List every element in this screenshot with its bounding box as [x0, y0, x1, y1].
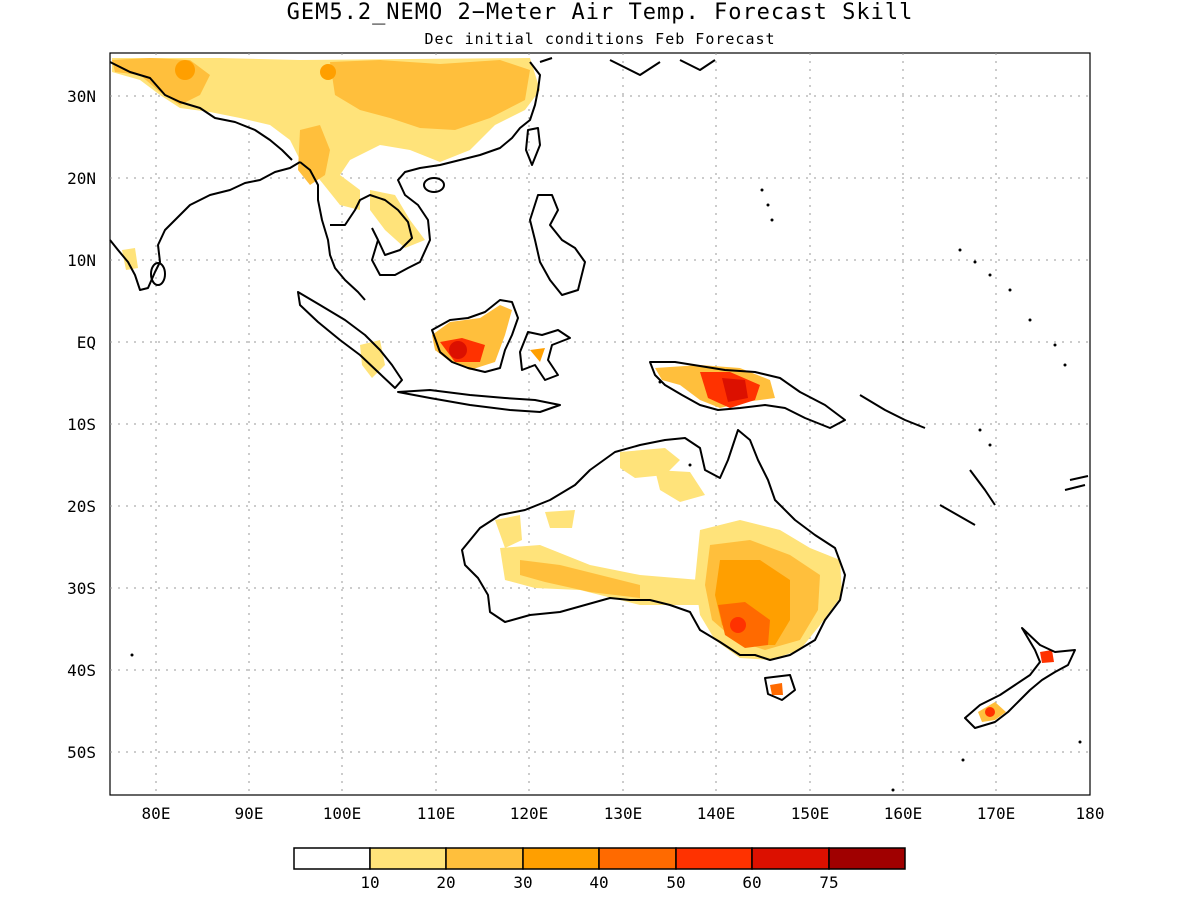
y-tick-label: 20N — [67, 169, 96, 188]
colorbar-box — [369, 847, 447, 870]
region-myanmar — [298, 125, 330, 185]
region-ng-max — [722, 378, 748, 402]
region-india-south — [122, 248, 138, 270]
colorbar-label: 20 — [436, 873, 455, 892]
region-nz-north — [1040, 650, 1054, 663]
region-asia-mid — [330, 60, 530, 130]
colorbar-box — [751, 847, 830, 870]
region-sulawesi — [530, 348, 545, 362]
x-tick-label: 170E — [977, 804, 1016, 823]
y-tick-label: 40S — [67, 661, 96, 680]
x-tick-label: 180 — [1076, 804, 1105, 823]
y-tick-label: 10N — [67, 251, 96, 270]
region-indochina-a — [320, 175, 360, 210]
region-nz-south-max — [985, 707, 995, 717]
x-tick-label: 100E — [323, 804, 362, 823]
island-dots — [130, 188, 1082, 792]
colorbar-box — [598, 847, 677, 870]
colorbar-label: 30 — [513, 873, 532, 892]
region-n-australia-a — [620, 448, 680, 478]
x-tick-label: 160E — [884, 804, 923, 823]
x-tick-label: 80E — [142, 804, 171, 823]
region-himalaya-peak — [175, 60, 195, 80]
map-title: GEM5.2_NEMO 2−Meter Air Temp. Forecast S… — [286, 0, 914, 25]
region-n-australia-b — [655, 470, 705, 502]
x-tick-label: 140E — [697, 804, 736, 823]
region-tibet-peak — [320, 64, 336, 80]
colorbar-box — [445, 847, 524, 870]
y-tick-label: 10S — [67, 415, 96, 434]
region-tasmania — [770, 683, 783, 695]
colorbar-box — [522, 847, 600, 870]
colorbar-label: 10 — [360, 873, 379, 892]
y-tick-label: 30S — [67, 579, 96, 598]
y-tick-label: 20S — [67, 497, 96, 516]
colorbar-box — [828, 847, 906, 870]
colorbar-label: 50 — [666, 873, 685, 892]
colorbar-label: 75 — [819, 873, 838, 892]
x-tick-label: 130E — [604, 804, 643, 823]
region-w-australia-a — [495, 515, 522, 548]
x-tick-label: 150E — [791, 804, 830, 823]
x-tick-label: 120E — [510, 804, 549, 823]
x-tick-label: 110E — [417, 804, 456, 823]
colorbar-label: 40 — [589, 873, 608, 892]
skill-shading — [112, 58, 1054, 722]
region-w-australia-b — [545, 510, 575, 528]
map-subtitle: Dec initial conditions Feb Forecast — [424, 30, 776, 48]
region-central-band-mid — [520, 560, 640, 598]
region-borneo-max — [449, 341, 467, 359]
x-axis-labels: 80E 90E 100E 110E 120E 130E 140E 150E 16… — [142, 804, 1105, 823]
colorbar-box — [675, 847, 753, 870]
y-tick-label: 30N — [67, 87, 96, 106]
region-se-australia-max — [730, 617, 746, 633]
x-tick-label: 90E — [235, 804, 264, 823]
colorbar: 10 20 30 40 50 60 75 — [293, 847, 906, 892]
y-tick-label: 50S — [67, 743, 96, 762]
colorbar-box — [293, 847, 371, 870]
y-axis-labels: 30N 20N 10N EQ 10S 20S 30S 40S 50S — [67, 87, 96, 762]
y-tick-label: EQ — [77, 333, 96, 352]
coastlines — [109, 57, 1089, 729]
colorbar-label: 60 — [742, 873, 761, 892]
